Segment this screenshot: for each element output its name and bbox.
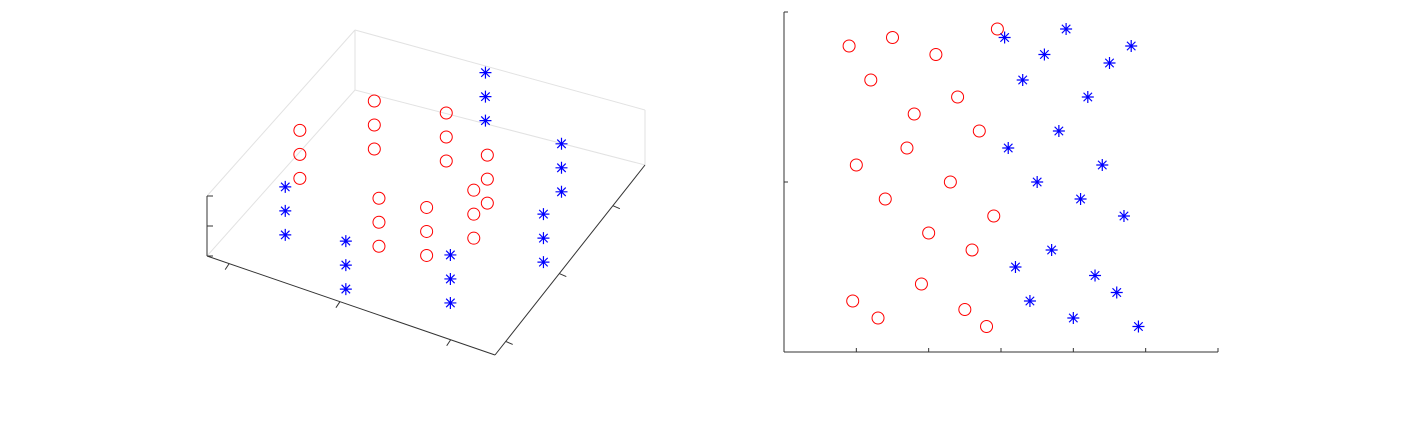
point [420, 224, 434, 238]
point [846, 294, 860, 308]
point [467, 207, 481, 221]
point [1067, 312, 1080, 324]
point [871, 311, 885, 325]
point [367, 118, 381, 132]
point [1074, 193, 1087, 205]
point [339, 259, 352, 272]
point [1081, 91, 1094, 103]
point [849, 158, 863, 172]
point [1016, 74, 1029, 86]
axis-line [206, 255, 496, 356]
point [980, 320, 994, 333]
point [555, 185, 568, 198]
point [900, 141, 914, 155]
point [372, 191, 386, 205]
point [1038, 48, 1051, 61]
point [965, 243, 979, 257]
point [420, 248, 434, 262]
point [537, 232, 550, 245]
point [943, 175, 957, 189]
point [279, 180, 292, 193]
point [293, 147, 307, 161]
point [1117, 210, 1130, 222]
point [480, 148, 494, 162]
point [922, 226, 936, 240]
point [972, 124, 986, 138]
point [420, 200, 434, 214]
point [279, 228, 292, 241]
point [958, 303, 972, 316]
point [555, 161, 568, 174]
point [339, 283, 352, 296]
z-tick [559, 273, 567, 278]
point [1089, 269, 1102, 282]
point [1023, 295, 1036, 307]
point [279, 204, 292, 217]
point [480, 196, 494, 210]
point [372, 215, 386, 229]
point [907, 107, 921, 121]
x-tick [224, 263, 230, 270]
point [367, 142, 381, 156]
point [1031, 176, 1044, 188]
point [537, 256, 550, 269]
point [439, 130, 453, 144]
point [1132, 320, 1145, 333]
point [480, 172, 494, 186]
point [951, 90, 965, 104]
point [537, 208, 550, 221]
point [1002, 142, 1015, 154]
z-tick [505, 340, 513, 345]
point [990, 22, 1004, 36]
point [886, 31, 899, 44]
point [842, 39, 856, 53]
point [1125, 40, 1138, 52]
point [444, 296, 457, 309]
point [1045, 244, 1058, 256]
point [479, 90, 492, 103]
point [372, 239, 386, 253]
point [1009, 261, 1022, 273]
point [467, 231, 481, 245]
point [439, 106, 453, 120]
point [929, 48, 943, 61]
point [479, 114, 492, 127]
point [444, 248, 457, 261]
point [864, 73, 878, 87]
point [987, 209, 1001, 223]
point [1103, 57, 1116, 69]
axis-line [494, 164, 646, 356]
point [1096, 159, 1109, 171]
point [444, 272, 457, 285]
point [555, 137, 568, 150]
x-tick [446, 339, 452, 347]
point [1110, 286, 1123, 299]
point [293, 171, 307, 185]
point [339, 235, 352, 248]
point [914, 277, 928, 291]
point [479, 66, 492, 79]
point [1052, 125, 1065, 137]
point [1060, 23, 1073, 35]
z-tick [612, 205, 621, 210]
point [998, 31, 1011, 44]
point [878, 192, 892, 206]
axes-box [206, 29, 646, 257]
point [293, 123, 307, 137]
x-tick [335, 301, 341, 308]
point [439, 154, 453, 168]
point [367, 94, 381, 108]
point [467, 183, 481, 197]
